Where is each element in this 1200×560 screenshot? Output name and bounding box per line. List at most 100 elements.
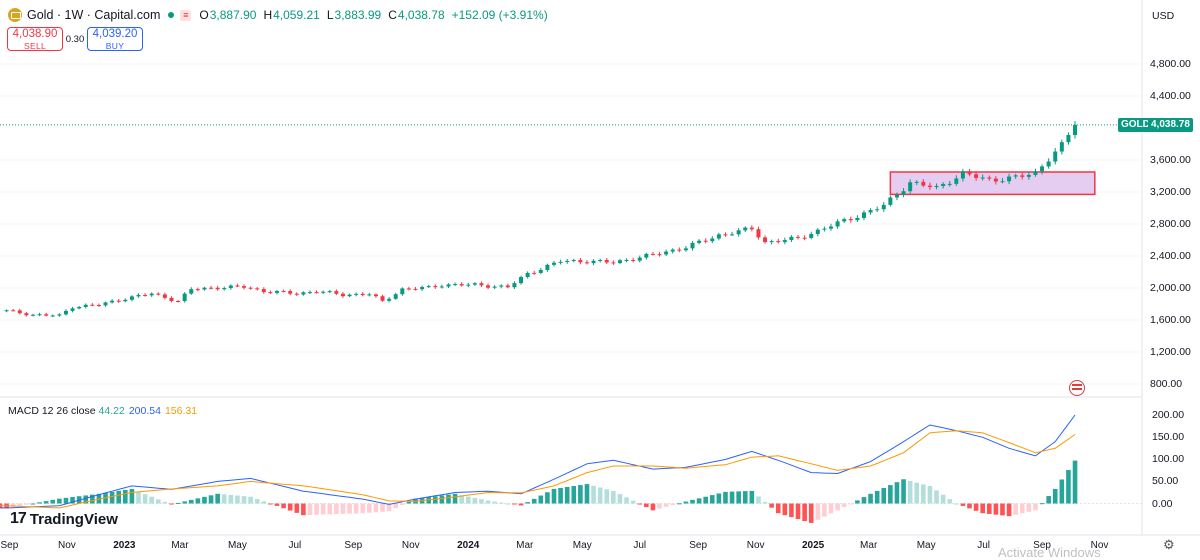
open-label: O	[199, 8, 209, 22]
macd-histogram-bar	[221, 494, 227, 504]
macd-histogram-bar	[538, 495, 544, 504]
macd-histogram-bar	[162, 501, 168, 504]
candle-body	[77, 306, 82, 309]
time-axis-label: Mar	[516, 540, 534, 551]
candle-body	[189, 289, 194, 294]
macd-legend[interactable]: MACD 12 26 close 44.22 200.54 156.31	[8, 405, 197, 417]
macd-histogram-bar	[63, 497, 69, 504]
candle-body	[861, 212, 866, 218]
macd-histogram-bar	[1072, 460, 1078, 504]
macd-histogram-bar	[551, 488, 557, 504]
last-price-tag: 4,038.78	[1148, 117, 1193, 132]
candle-body	[710, 238, 715, 242]
macd-histogram-bar	[954, 503, 959, 505]
symbol-name[interactable]: Gold · 1W · Capital.com	[27, 8, 161, 22]
candle-body	[894, 194, 899, 198]
candle-body	[215, 287, 220, 290]
candle-body	[776, 241, 781, 243]
macd-histogram-bar	[452, 493, 458, 504]
candle-body	[347, 294, 352, 297]
candle-body	[532, 272, 537, 274]
buy-button[interactable]: 4,039.20 BUY	[87, 27, 143, 51]
macd-histogram-bar	[980, 503, 985, 514]
macd-histogram-bar	[729, 491, 735, 504]
candle-body	[17, 310, 22, 314]
candle-body	[420, 287, 425, 290]
tradingview-logo[interactable]: 17 TradingView	[10, 510, 118, 528]
candle-body	[591, 260, 596, 264]
macd-histogram-bar	[756, 496, 761, 504]
candle-body	[156, 293, 161, 295]
candle-body	[604, 260, 609, 263]
price-scale-label: 2,400.00	[1150, 250, 1191, 262]
macd-histogram-bar	[367, 503, 372, 513]
candle-body	[486, 285, 491, 288]
candle-body	[143, 294, 148, 296]
price-scale-label: 800.00	[1150, 378, 1183, 390]
sell-button[interactable]: 4,038.90 SELL	[7, 27, 63, 51]
symbol-header: Gold · 1W · Capital.com ≡ O 3,887.90 H 4,0…	[8, 6, 555, 24]
candle-body	[789, 236, 794, 241]
macd-histogram-bar	[109, 491, 115, 504]
macd-histogram-bar	[241, 496, 247, 504]
macd-histogram-bar	[545, 492, 550, 504]
macd-scale-label: 0.00	[1152, 497, 1173, 510]
macd-histogram-bar	[973, 503, 979, 511]
candle-body	[538, 269, 543, 273]
candle-body	[584, 262, 589, 264]
macd-histogram-bar	[301, 503, 306, 516]
macd-histogram-bar	[208, 495, 214, 504]
macd-histogram-bar	[696, 498, 702, 504]
candle-body	[802, 237, 807, 239]
time-axis-label: Nov	[746, 540, 765, 551]
price-scale-label: 2,800.00	[1150, 218, 1191, 230]
candle-body	[545, 264, 550, 270]
candle-body	[822, 228, 827, 230]
candle-body	[1046, 161, 1051, 167]
macd-histogram-bar	[558, 487, 563, 504]
macd-histogram-bar	[175, 502, 181, 504]
price-scale-label: 4,800.00	[1150, 58, 1191, 70]
candle-body	[235, 285, 240, 287]
macd-histogram-bar	[749, 490, 755, 504]
candle-body	[631, 259, 636, 261]
currency-selector[interactable]: USD	[1152, 10, 1175, 22]
candle-body	[888, 197, 893, 205]
macd-histogram-bar	[578, 485, 583, 504]
macd-histogram-bar	[868, 493, 873, 504]
macd-histogram-bar	[993, 503, 999, 515]
candle-body	[222, 288, 227, 290]
candle-body	[921, 181, 926, 186]
time-axis-label: May	[916, 540, 936, 551]
candlestick-series	[4, 121, 1078, 318]
candle-body	[914, 181, 919, 183]
time-axis-label: Sep	[344, 540, 363, 551]
macd-histogram-bar	[802, 503, 807, 521]
consolidation-zone-rectangle[interactable]	[889, 171, 1096, 196]
candle-body	[1033, 171, 1038, 175]
spread-value: 0.30	[65, 34, 85, 45]
macd-histogram-bar	[512, 503, 517, 505]
macd-histogram-bar	[327, 503, 333, 515]
macd-histogram-bar	[650, 503, 656, 511]
macd-histogram-bar	[584, 484, 590, 504]
candle-body	[657, 254, 662, 256]
macd-histogram-bar	[723, 491, 728, 504]
macd-histogram-bar	[888, 485, 893, 504]
time-axis-label: Jul	[288, 540, 302, 551]
macd-histogram-bar	[657, 503, 662, 509]
candle-body	[1059, 142, 1064, 152]
candle-body	[499, 285, 504, 287]
macd-histogram-bar	[1059, 479, 1065, 504]
candle-body	[334, 291, 339, 294]
macd-histogram-bar	[129, 488, 135, 504]
us-flag-icon[interactable]	[1069, 380, 1085, 396]
close-label: C	[388, 8, 397, 22]
candle-body	[716, 234, 721, 239]
macd-histogram-bar	[215, 493, 220, 504]
candle-body	[677, 249, 682, 251]
macd-histogram-bar	[274, 503, 280, 506]
candle-body	[565, 260, 570, 262]
gear-icon[interactable]: ⚙	[1163, 537, 1175, 552]
